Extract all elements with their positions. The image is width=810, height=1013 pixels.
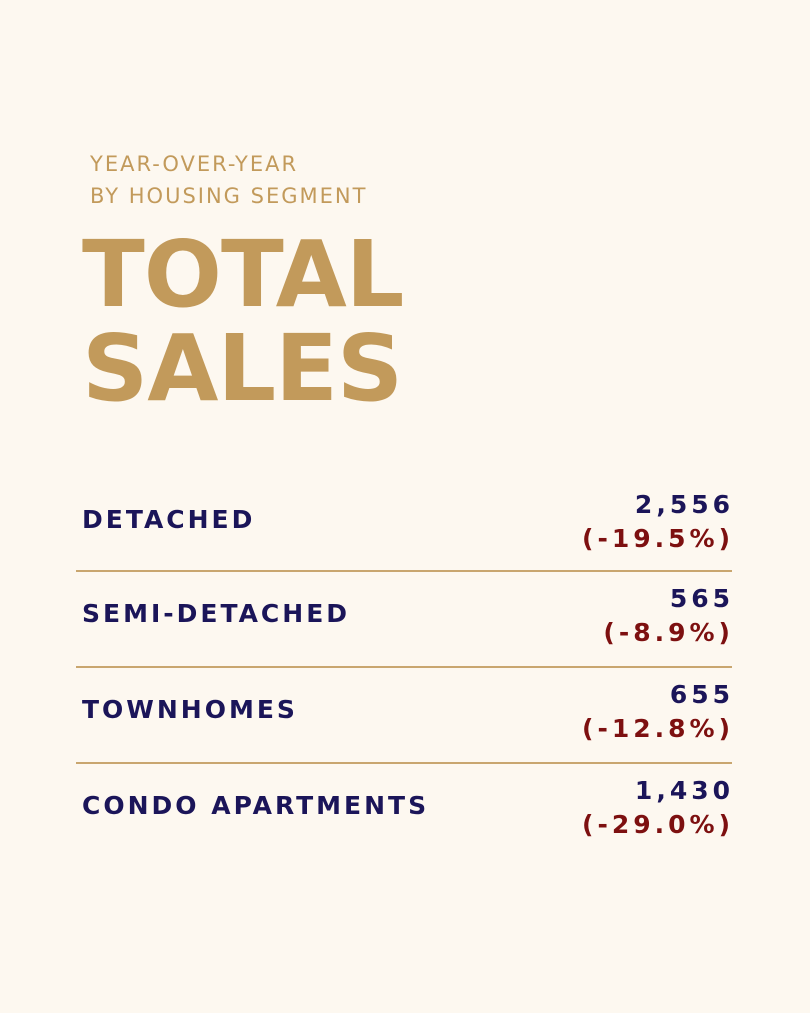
row-divider <box>76 762 732 764</box>
segment-label: SEMI-DETACHED <box>82 599 351 628</box>
row-divider <box>76 570 732 572</box>
subtitle-line-2: BY HOUSING SEGMENT <box>90 184 368 208</box>
segment-change-value: (-29.0%) <box>582 810 734 839</box>
title-line-2: SALES <box>82 315 403 422</box>
subtitle-line-1: YEAR-OVER-YEAR <box>90 152 299 176</box>
segment-label: CONDO APARTMENTS <box>82 791 430 820</box>
subtitle: YEAR-OVER-YEAR BY HOUSING SEGMENT <box>90 148 367 212</box>
segment-row-detached: DETACHED 2,556 (-19.5%) <box>76 478 734 570</box>
title-line-1: TOTAL <box>82 221 404 328</box>
segment-stats: 655 (-12.8%) <box>582 678 734 746</box>
segment-stats: 2,556 (-19.5%) <box>582 488 734 556</box>
segment-sales-value: 655 <box>669 680 734 709</box>
segment-stats: 565 (-8.9%) <box>603 582 734 650</box>
segment-row-townhomes: TOWNHOMES 655 (-12.8%) <box>76 668 734 762</box>
segment-list: DETACHED 2,556 (-19.5%) SEMI-DETACHED 56… <box>76 478 734 858</box>
page-title: TOTAL SALES <box>82 221 404 422</box>
segment-change-value: (-12.8%) <box>582 714 734 743</box>
row-divider <box>76 666 732 668</box>
segment-label: DETACHED <box>82 505 256 534</box>
segment-label: TOWNHOMES <box>82 695 298 724</box>
segment-row-semi-detached: SEMI-DETACHED 565 (-8.9%) <box>76 572 734 666</box>
segment-sales-value: 2,556 <box>634 490 734 519</box>
segment-change-value: (-8.9%) <box>603 618 734 647</box>
segment-sales-value: 1,430 <box>634 776 734 805</box>
segment-row-condo-apartments: CONDO APARTMENTS 1,430 (-29.0%) <box>76 764 734 858</box>
segment-sales-value: 565 <box>669 584 734 613</box>
segment-stats: 1,430 (-29.0%) <box>582 774 734 842</box>
segment-change-value: (-19.5%) <box>582 524 734 553</box>
